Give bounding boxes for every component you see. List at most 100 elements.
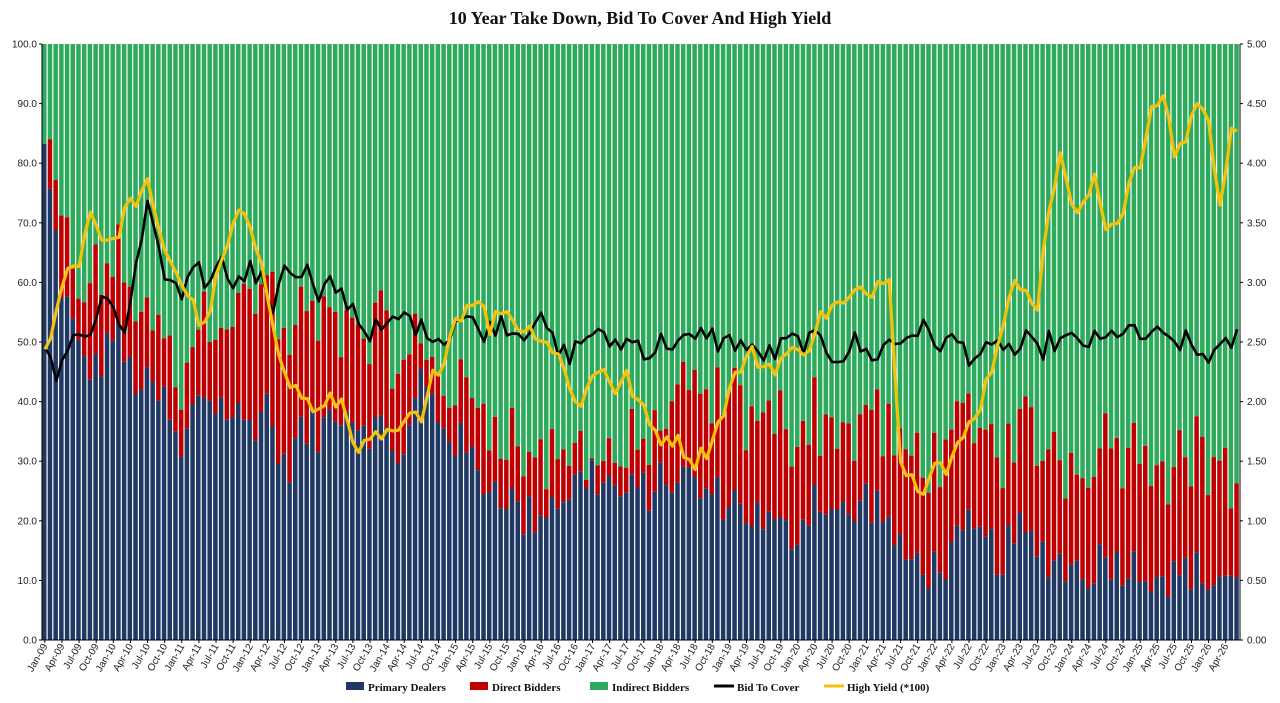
bar-primary-dealers [76,339,81,640]
bar-direct-bidders [93,244,98,355]
bar-indirect-bidders [355,44,361,325]
bar-direct-bidders [156,314,161,401]
bar-indirect-bidders [680,44,686,362]
bar-primary-dealers [59,298,64,640]
bar-indirect-bidders [1182,44,1188,458]
bar-primary-dealers [121,361,127,640]
bar-primary-dealers [1188,589,1194,640]
bar-primary-dealers [99,376,104,640]
bar-direct-bidders [1131,422,1137,552]
bar-direct-bidders [1057,460,1062,554]
bar-primary-dealers [492,481,498,640]
bar-direct-bidders [361,338,366,426]
bar-primary-dealers [789,549,794,640]
bar-indirect-bidders [224,44,230,330]
bar-primary-dealers [441,428,446,640]
bar-indirect-bidders [264,44,269,276]
bar-indirect-bidders [275,44,281,340]
bar-indirect-bidders [903,44,908,450]
bar-indirect-bidders [1188,44,1194,487]
lines-layer [43,94,1239,496]
bar-direct-bidders [909,455,914,560]
bar-indirect-bidders [1017,44,1023,409]
bar-primary-dealers [909,559,914,640]
bar-primary-dealers [692,476,697,640]
bar-direct-bidders [680,361,686,467]
bar-direct-bidders [1103,413,1108,558]
bar-indirect-bidders [629,44,635,409]
bar-primary-dealers [509,488,515,640]
bar-indirect-bidders [178,44,184,410]
bar-indirect-bidders [173,44,178,388]
bar-indirect-bidders [1131,44,1137,423]
bar-direct-bidders [469,398,475,447]
bar-direct-bidders [806,444,811,526]
bar-indirect-bidders [515,44,520,447]
legend-swatch-direct-bidders [470,682,488,690]
bar-direct-bidders [150,330,155,382]
bar-primary-dealers [81,356,87,640]
bar-direct-bidders [372,302,378,418]
bar-direct-bidders [304,311,309,444]
bar-primary-dealers [646,510,652,640]
bar-primary-dealers [1137,581,1142,640]
bar-primary-dealers [144,367,150,640]
bar-primary-dealers [372,417,378,640]
bar-primary-dealers [880,521,886,640]
bar-primary-dealers [407,425,412,640]
bar-primary-dealers [235,403,241,640]
bar-primary-dealers [207,400,212,640]
bar-direct-bidders [612,462,617,486]
left-tick-label: 80.0 [18,159,38,170]
bar-indirect-bidders [99,44,104,295]
bar-direct-bidders [943,439,948,580]
bar-direct-bidders [812,377,817,486]
bar-indirect-bidders [755,44,760,421]
bar-indirect-bidders [150,44,155,331]
bar-primary-dealers [1120,585,1125,640]
bar-indirect-bidders [1120,44,1125,489]
left-tick-label: 30.0 [18,457,38,468]
bar-primary-dealers [515,501,520,640]
bar-primary-dealers [1114,551,1119,640]
bar-indirect-bidders [407,44,412,355]
bar-direct-bidders [213,339,218,414]
bar-direct-bidders [852,460,857,522]
bar-direct-bidders [886,403,891,517]
bar-direct-bidders [81,302,87,357]
bar-primary-dealers [903,559,908,640]
bar-indirect-bidders [1091,44,1097,478]
bar-primary-dealers [127,356,133,640]
bar-primary-dealers [1211,585,1216,640]
bar-indirect-bidders [287,44,292,355]
bar-primary-dealers [1143,581,1148,640]
right-tick-label: 0.50 [1247,576,1267,587]
bar-indirect-bidders [829,44,834,418]
bar-direct-bidders [464,377,469,453]
bar-direct-bidders [378,290,384,416]
bar-indirect-bidders [196,44,201,330]
bar-primary-dealers [977,526,983,640]
bar-direct-bidders [566,465,572,500]
bar-direct-bidders [766,400,772,512]
bar-indirect-bidders [133,44,138,322]
bar-direct-bidders [834,449,840,510]
bar-primary-dealers [869,522,874,640]
bar-primary-dealers [395,462,401,640]
bar-indirect-bidders [521,44,526,477]
bar-indirect-bidders [486,44,492,451]
bar-primary-dealers [538,515,543,640]
bar-direct-bidders [1091,477,1097,584]
bar-indirect-bidders [452,44,458,406]
bar-indirect-bidders [852,44,857,461]
bar-primary-dealers [1177,575,1182,640]
bar-indirect-bidders [698,44,703,394]
bar-primary-dealers [698,498,703,640]
bar-direct-bidders [247,288,252,421]
bar-direct-bidders [218,327,224,398]
bar-indirect-bidders [532,44,538,458]
bar-primary-dealers [897,534,903,640]
bar-primary-dealers [247,420,252,640]
bar-primary-dealers [298,416,304,640]
bar-primary-dealers [732,489,737,640]
